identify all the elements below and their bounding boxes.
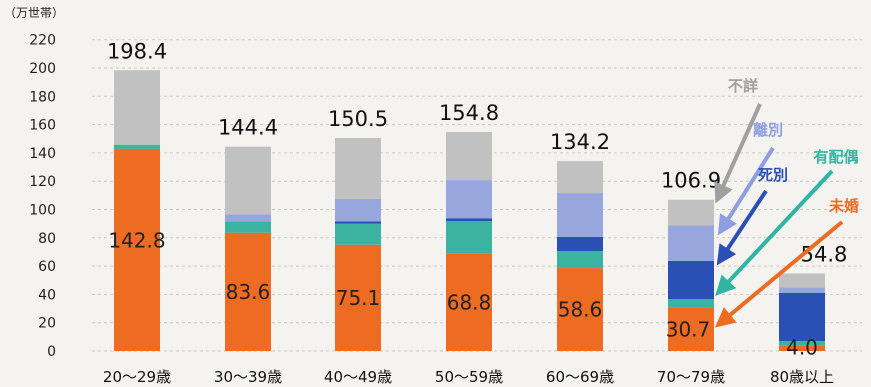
- bar-segment-有配偶: [668, 299, 714, 308]
- bar-segment-有配偶: [446, 221, 492, 254]
- y-tick-label: 220: [29, 33, 56, 49]
- legend-label: 離別: [753, 121, 783, 139]
- bar-segment-死別: [557, 236, 603, 252]
- bar-segment-有配偶: [557, 251, 603, 269]
- bar-segment-未婚: [225, 232, 271, 351]
- bar-value-label: 75.1: [336, 286, 381, 310]
- bar-segment-不詳: [446, 131, 492, 181]
- bar-segment-離別: [668, 225, 714, 261]
- bar-value-label: 30.7: [666, 317, 711, 341]
- y-tick-label: 60: [38, 259, 56, 275]
- bar-segment-離別: [557, 193, 603, 237]
- bar-segment-死別: [668, 260, 714, 300]
- y-tick-label: 80: [38, 231, 56, 247]
- legend-arrow: [714, 220, 844, 328]
- x-tick-label: 70～79歳: [657, 368, 725, 386]
- bar-labels: 198.4 142.8 144.4 83.6 150.5 75.1 154.8 68.8 134…: [107, 39, 847, 359]
- bar-segment-未婚: [335, 244, 381, 351]
- x-axis-ticks: 20～29歳 30～39歳 40～49歳 50～59歳 60～69歳 70～79歳 80歳以…: [103, 368, 834, 386]
- bar-total-label: 144.4: [218, 116, 278, 140]
- x-tick-label: 30～39歳: [214, 368, 282, 386]
- legend-arrow: [714, 103, 762, 204]
- bar-segment-未婚: [114, 148, 160, 351]
- bar-total-label: 150.5: [328, 107, 388, 131]
- bar-segment-未婚: [668, 307, 714, 351]
- bar-segment-不詳: [557, 161, 603, 194]
- bar-value-label: 58.6: [558, 298, 603, 322]
- bar-total-label: 54.8: [801, 242, 848, 266]
- bar-value-label: 4.0: [786, 336, 818, 360]
- y-tick-label: 0: [47, 344, 56, 360]
- x-tick-label: 20～29歳: [103, 368, 171, 386]
- bar-segment-有配偶: [114, 144, 160, 149]
- legend-arrow: [715, 169, 834, 296]
- legend-label: 未婚: [828, 197, 859, 215]
- bar-segment-不詳: [668, 199, 714, 226]
- bar-total-label: 198.4: [107, 39, 167, 63]
- bar-segment-有配偶: [225, 221, 271, 233]
- bar-segment-不詳: [225, 146, 271, 215]
- bar-value-label: 83.6: [226, 280, 271, 304]
- bar-segment-未婚: [779, 345, 825, 351]
- bar-segment-死別: [446, 218, 492, 222]
- y-tick-label: 140: [29, 146, 56, 162]
- bar-total-label: 134.2: [550, 130, 610, 154]
- x-tick-label: 60～69歳: [546, 368, 614, 386]
- bar-segment-未婚: [446, 253, 492, 351]
- y-tick-label: 120: [29, 174, 56, 190]
- y-tick-label: 200: [29, 61, 56, 77]
- bar-value-label: 142.8: [108, 229, 165, 253]
- y-tick-label: 160: [29, 118, 56, 134]
- bar-total-label: 106.9: [661, 169, 721, 193]
- legend-arrow: [716, 189, 768, 266]
- x-tick-label: 50～59歳: [435, 368, 503, 386]
- legend-label: 有配偶: [813, 148, 858, 166]
- legend-label: 不詳: [728, 77, 758, 95]
- bar-value-label: 68.8: [447, 290, 492, 314]
- x-tick-label: 40～49歳: [324, 368, 392, 386]
- bar-segment-不詳: [335, 138, 381, 199]
- x-tick-label: 80歳以上: [770, 368, 834, 386]
- bar-segment-離別: [779, 287, 825, 293]
- y-tick-label: 100: [29, 203, 56, 219]
- y-tick-label: 40: [38, 287, 56, 303]
- bar-segment-不詳: [114, 70, 160, 145]
- y-tick-label: 20: [38, 316, 56, 332]
- bar-segment-有配偶: [335, 223, 381, 245]
- bar-segment-有配偶: [779, 341, 825, 346]
- bar-segment-未婚: [557, 268, 603, 351]
- bar-segment-離別: [335, 198, 381, 222]
- bar-segment-離別: [225, 214, 271, 222]
- bar-segment-離別: [446, 180, 492, 219]
- bars: [114, 70, 825, 351]
- legend-arrow: [717, 146, 775, 236]
- bar-segment-死別: [779, 292, 825, 342]
- bar-segment-死別: [335, 221, 381, 224]
- y-axis-unit-label: （万世帯）: [4, 6, 64, 20]
- y-axis-ticks: 0 20 40 60 80 100 120 140 160 180 200 220: [29, 33, 56, 360]
- y-tick-label: 180: [29, 89, 56, 105]
- bar-segment-不詳: [779, 273, 825, 288]
- legend-label: 死別: [758, 166, 788, 184]
- bar-total-label: 154.8: [439, 101, 499, 125]
